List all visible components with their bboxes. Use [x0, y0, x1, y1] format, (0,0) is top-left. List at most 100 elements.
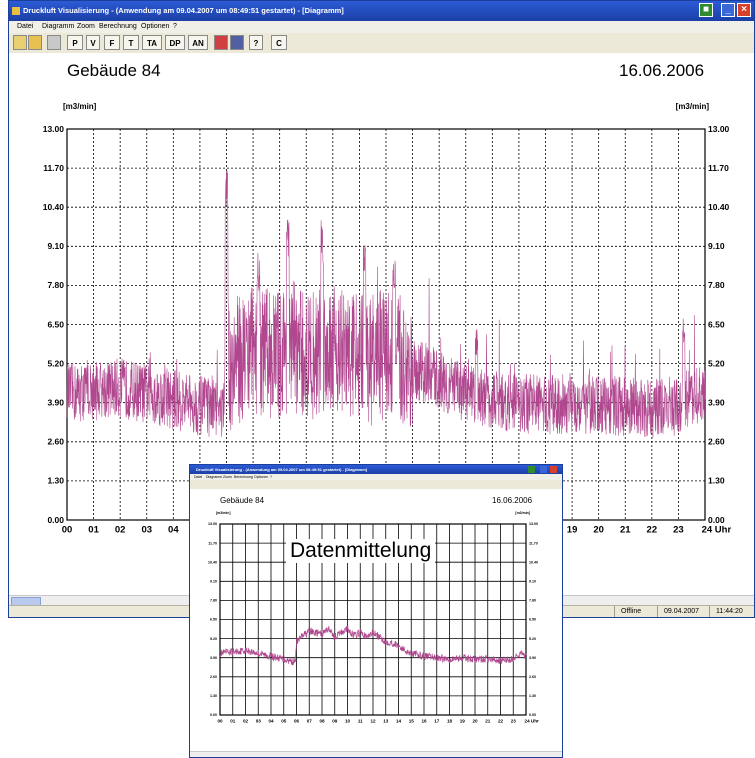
x-tick-label: 01	[88, 525, 99, 536]
minimize-icon[interactable]: _	[721, 3, 735, 17]
status-mode: Offline	[614, 606, 641, 617]
y-tick-label-left: 6.50	[210, 618, 217, 622]
chart-date: 16.06.2006	[619, 61, 704, 80]
x-tick-label: 04	[168, 525, 179, 536]
y-tick-label-left: 11.70	[43, 163, 64, 173]
x-tick-label: 16	[421, 719, 427, 724]
main-menu-bar: Datei Diagramm Zoom Berechnung Optionen …	[9, 21, 754, 33]
inset-menu-item-berechnung[interactable]: Berechnung	[234, 475, 253, 479]
x-tick-label: 18	[447, 719, 453, 724]
y-tick-label-right: 5.20	[529, 637, 536, 641]
chart-date: 16.06.2006	[492, 496, 533, 505]
y-tick-label-left: 3.90	[210, 656, 217, 660]
x-tick-label: 00	[62, 525, 73, 536]
toolbar-p-button[interactable]: P	[67, 35, 83, 50]
inset-minimize-icon[interactable]	[540, 466, 547, 473]
y-tick-label-left: 5.20	[47, 358, 64, 368]
y-tick-label-left: 1.30	[47, 476, 64, 486]
y-tick-label-right: 6.50	[708, 319, 725, 329]
x-tick-label: 04	[268, 719, 274, 724]
x-tick-label: 06	[294, 719, 300, 724]
toolbar-an-button[interactable]: AN	[188, 35, 208, 50]
toolbar-ta-button[interactable]: TA	[142, 35, 162, 50]
main-chart: Gebäude 84 16.06.2006 [m3/min] [m3/min] 0.00…	[43, 61, 732, 536]
main-window-title: Druckluft Visualisierung - (Anwendung am…	[23, 6, 344, 15]
print-icon[interactable]	[47, 35, 61, 50]
folder-icon[interactable]	[28, 35, 42, 50]
inset-menu-item-zoom[interactable]: Zoom	[223, 475, 232, 479]
inset-menu-item-diagramm[interactable]: Diagramm	[206, 475, 223, 479]
y-tick-label-left: 13.00	[208, 522, 217, 526]
inset-horizontal-scrollbar[interactable]	[190, 751, 562, 757]
x-tick-label: 11	[358, 719, 363, 724]
menu-item-diagramm[interactable]: Diagramm	[42, 23, 75, 30]
toolbar-f-button[interactable]: F	[104, 35, 120, 50]
inset-menu-item-help[interactable]: ?	[270, 475, 272, 479]
table-icon[interactable]	[230, 35, 244, 50]
plot-area-frame	[219, 523, 527, 716]
y-tick-label-right: 3.90	[529, 656, 536, 660]
y-tick-label-right: 9.10	[708, 241, 725, 251]
menu-item-zoom[interactable]: Zoom	[77, 23, 95, 30]
x-tick-label: 20	[472, 719, 478, 724]
x-tick-label: 12	[370, 719, 376, 724]
x-tick-label: 01	[230, 719, 236, 724]
y-tick-label-right: 3.90	[708, 398, 725, 408]
y-tick-label-right: 11.70	[529, 541, 538, 545]
x-tick-label: 24 Uhr	[525, 719, 540, 724]
y-tick-label-right: 9.10	[529, 580, 536, 584]
x-tick-label: 21	[485, 719, 491, 724]
y-tick-label-right: 1.30	[708, 476, 725, 486]
close-icon[interactable]: ×	[737, 3, 751, 17]
x-tick-label: 22	[498, 719, 504, 724]
toolbar-t-button[interactable]: T	[123, 35, 139, 50]
x-tick-label: 09	[332, 719, 338, 724]
y-tick-label-left: 3.90	[47, 398, 64, 408]
x-tick-label: 03	[141, 525, 152, 536]
y-tick-label-right: 2.60	[529, 675, 536, 679]
x-tick-label: 00	[217, 719, 223, 724]
menu-item-datei[interactable]: Datei	[17, 23, 34, 30]
y-unit-right: [m3/min]	[515, 511, 530, 515]
x-tick-label: 03	[256, 719, 262, 724]
y-tick-label-right: 13.00	[708, 124, 730, 134]
y-tick-label-left: 7.80	[210, 599, 217, 603]
series-line	[66, 170, 706, 438]
x-tick-label: 21	[620, 525, 631, 536]
x-tick-label: 02	[115, 525, 126, 536]
y-tick-label-left: 5.20	[210, 637, 217, 641]
y-tick-label-right: 7.80	[529, 599, 536, 603]
y-tick-label-left: 10.40	[208, 560, 217, 564]
main-toolbar: P V F T TA DP AN ? C	[9, 33, 754, 53]
y-tick-label-left: 7.80	[47, 280, 64, 290]
y-tick-label-left: 0.00	[47, 515, 64, 525]
inset-menu-item-datei[interactable]: Datei	[194, 475, 203, 479]
menu-item-help[interactable]: ?	[173, 23, 177, 30]
toolbar-v-button[interactable]: V	[86, 35, 100, 50]
status-date: 09.04.2007	[657, 606, 699, 617]
help-icon[interactable]: ?	[249, 35, 263, 50]
inset-chart: Gebäude 84 16.06.2006 [m3/min] [m3/min] 0.00…	[208, 496, 540, 724]
x-tick-label: 13	[383, 719, 389, 724]
x-tick-label: 15	[409, 719, 415, 724]
toolbar-dp-button[interactable]: DP	[165, 35, 185, 50]
y-tick-label-right: 2.60	[708, 437, 725, 447]
inset-close-icon[interactable]	[550, 466, 557, 473]
toolbar-c-button[interactable]: C	[271, 35, 287, 50]
chart-icon[interactable]	[214, 35, 228, 50]
x-tick-label: 14	[396, 719, 402, 724]
y-tick-label-left: 9.10	[47, 241, 64, 251]
y-tick-label-right: 5.20	[708, 358, 725, 368]
open-file-icon[interactable]	[13, 35, 27, 50]
menu-item-optionen[interactable]: Optionen	[141, 23, 170, 30]
inset-menu-item-optionen[interactable]: Optionen	[254, 475, 269, 479]
x-tick-label: 23	[511, 719, 517, 724]
x-tick-label: 05	[281, 719, 287, 724]
y-tick-label-right: 10.40	[529, 560, 538, 564]
y-tick-label-right: 7.80	[708, 280, 725, 290]
y-tick-label-left: 13.00	[43, 124, 65, 134]
x-tick-label: 02	[243, 719, 249, 724]
menu-item-berechnung[interactable]: Berechnung	[99, 23, 137, 30]
inset-window-title: Druckluft Visualisierung - (Anwendung am…	[196, 467, 368, 472]
y-tick-label-right: 11.70	[708, 163, 729, 173]
